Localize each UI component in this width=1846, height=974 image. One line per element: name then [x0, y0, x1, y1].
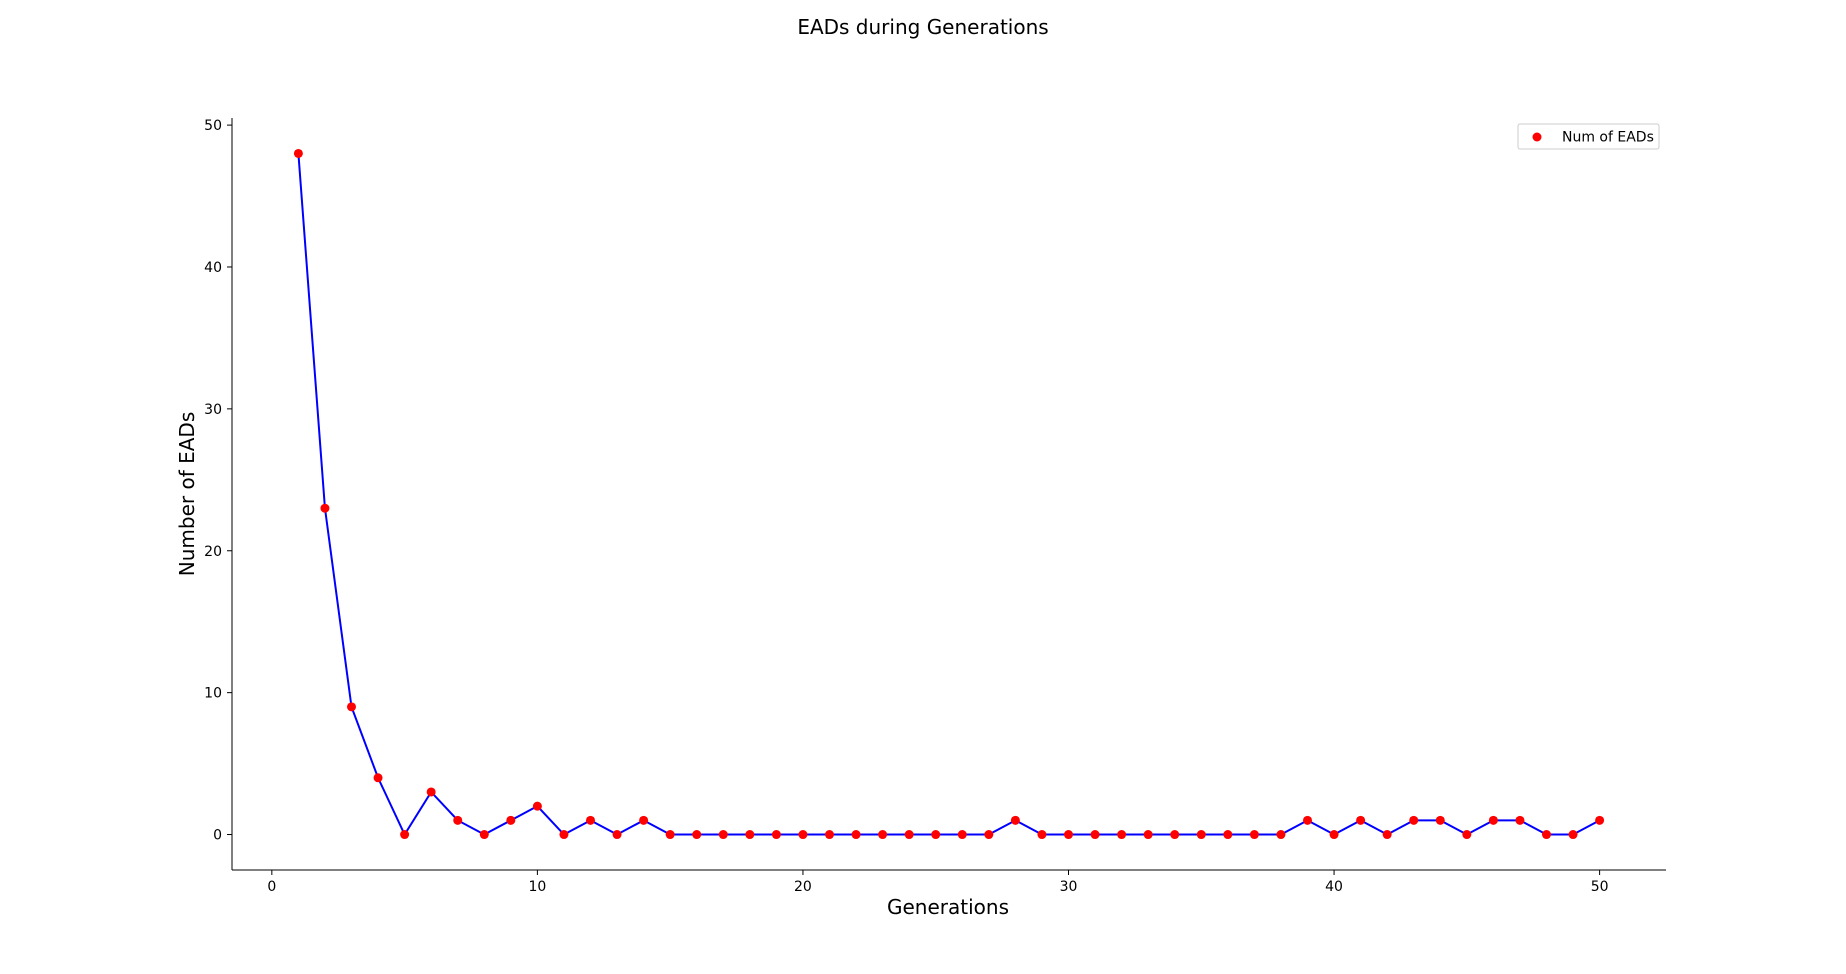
- data-point: [373, 773, 383, 783]
- data-point: [1249, 830, 1259, 840]
- data-point: [1010, 815, 1020, 825]
- data-point: [1435, 815, 1445, 825]
- data-point: [479, 830, 489, 840]
- data-point: [1143, 830, 1153, 840]
- data-point: [400, 830, 410, 840]
- data-point: [1409, 815, 1419, 825]
- data-point: [426, 787, 436, 797]
- data-point: [1515, 815, 1525, 825]
- y-tick-label: 40: [204, 260, 222, 276]
- data-point: [665, 830, 675, 840]
- y-tick-label: 0: [213, 828, 222, 844]
- data-point: [293, 148, 303, 158]
- data-point: [1196, 830, 1206, 840]
- chart-title: EADs during Generations: [797, 15, 1048, 39]
- data-point: [586, 815, 595, 825]
- plot-area: [293, 148, 1605, 840]
- x-tick-label: 10: [528, 879, 546, 895]
- data-point: [1090, 830, 1100, 840]
- data-point: [1117, 830, 1127, 840]
- data-point: [825, 830, 834, 840]
- data-point: [1488, 815, 1498, 825]
- data-point: [771, 830, 781, 840]
- legend: Num of EADs: [1517, 123, 1660, 150]
- data-point: [1329, 830, 1339, 840]
- data-point: [1223, 830, 1233, 840]
- y-tick-label: 50: [204, 118, 222, 134]
- data-point: [1568, 830, 1578, 840]
- data-point: [1356, 815, 1366, 825]
- data-point: [692, 830, 702, 840]
- data-point: [1595, 815, 1605, 825]
- legend-marker: [1532, 132, 1542, 142]
- x-axis-label: Generations: [887, 895, 1009, 919]
- data-point: [1064, 830, 1073, 840]
- data-point: [559, 830, 569, 840]
- y-ticks: 0 10 20 30 40 50: [204, 118, 232, 844]
- y-tick-label: 30: [204, 402, 222, 418]
- data-point: [851, 830, 861, 840]
- data-point: [347, 702, 356, 712]
- data-point: [320, 503, 330, 513]
- y-axis-label: Number of EADs: [175, 412, 199, 576]
- data-point: [1382, 830, 1392, 840]
- data-point: [1542, 830, 1551, 840]
- data-point: [639, 815, 649, 825]
- data-point: [878, 830, 888, 840]
- data-point: [931, 830, 941, 840]
- data-point: [745, 830, 755, 840]
- data-point: [532, 801, 542, 811]
- data-point: [1303, 815, 1312, 825]
- data-point: [1462, 830, 1472, 840]
- y-tick-label: 20: [204, 544, 222, 560]
- data-point: [718, 830, 728, 840]
- legend-box: [1517, 123, 1660, 150]
- series-line: [297, 153, 1601, 837]
- x-tick-label: 40: [1325, 879, 1343, 895]
- legend-label: Num of EADs: [1562, 130, 1654, 146]
- x-tick-label: 50: [1591, 879, 1609, 895]
- data-point: [1170, 830, 1180, 840]
- data-point: [1037, 830, 1047, 840]
- data-point: [506, 815, 516, 825]
- x-ticks: 0 10 20 30 40 50: [267, 870, 1609, 895]
- x-tick-label: 20: [794, 879, 812, 895]
- data-point: [612, 830, 622, 840]
- data-point: [957, 830, 967, 840]
- y-tick-label: 10: [204, 686, 222, 702]
- x-tick-label: 0: [267, 879, 276, 895]
- data-point: [453, 815, 463, 825]
- data-point: [798, 830, 808, 840]
- x-tick-label: 30: [1060, 879, 1078, 895]
- data-point: [1276, 830, 1286, 840]
- data-point: [904, 830, 914, 840]
- data-point: [984, 830, 994, 840]
